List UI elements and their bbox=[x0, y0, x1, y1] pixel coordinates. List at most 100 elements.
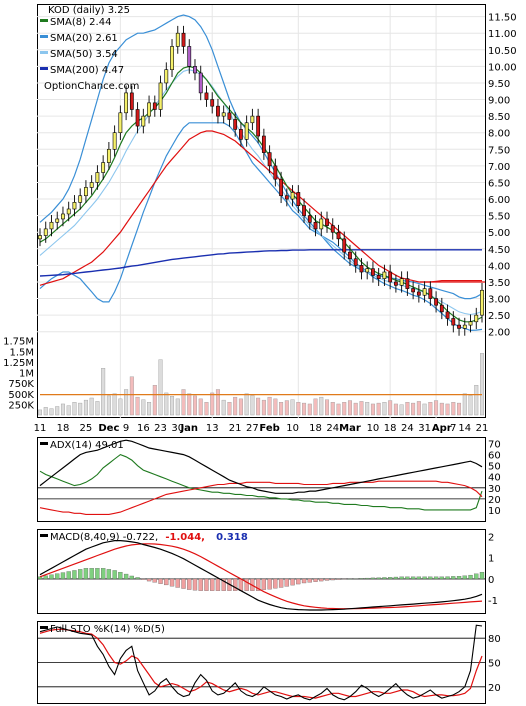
macd-histogram-bar bbox=[169, 578, 175, 587]
candle-body bbox=[319, 218, 324, 230]
volume-bar bbox=[462, 393, 467, 416]
legend-swatch-sma200 bbox=[40, 67, 48, 70]
candle-body bbox=[221, 112, 226, 117]
sma200-line bbox=[39, 249, 482, 277]
volume-bar bbox=[66, 405, 71, 416]
x-tick-label: 18 bbox=[57, 423, 70, 434]
macd-title: MACD(8,40,9) -0.722, -1.044, 0.318 bbox=[50, 532, 248, 543]
volume-bar bbox=[72, 402, 77, 416]
volume-bar bbox=[393, 403, 398, 416]
legend-swatch-sma8 bbox=[40, 19, 48, 22]
candle-body bbox=[239, 129, 243, 140]
adx-tick-label: 60 bbox=[488, 451, 501, 462]
price-tick-label: 7.50 bbox=[488, 145, 510, 156]
macd-histogram-bar bbox=[187, 578, 192, 590]
volume-bar bbox=[457, 402, 462, 416]
price-tick-label: 4.50 bbox=[488, 245, 510, 256]
volume-bar bbox=[147, 402, 152, 416]
macd-histogram-bar bbox=[100, 568, 106, 580]
volume-bar bbox=[49, 408, 54, 416]
volume-tick-label: 250K bbox=[8, 400, 34, 411]
volume-bar bbox=[152, 385, 157, 416]
macd-tick-label: -1 bbox=[488, 596, 498, 607]
macd-histogram-bar bbox=[324, 578, 330, 581]
volume-bar bbox=[112, 393, 117, 416]
macd-value: MACD(8,40,9) -0.722, bbox=[50, 532, 158, 543]
macd-histogram-bar bbox=[129, 575, 134, 580]
macd-histogram-bar bbox=[43, 575, 48, 580]
macd-histogram-bar bbox=[376, 577, 381, 580]
volume-bar bbox=[204, 402, 209, 416]
macd-swatch bbox=[40, 534, 48, 537]
candle-body bbox=[353, 258, 358, 266]
macd-histogram-bar bbox=[238, 578, 244, 591]
macd-line bbox=[39, 540, 483, 611]
macd-histogram-bar bbox=[152, 578, 157, 583]
macd-histogram-bar bbox=[393, 576, 399, 580]
volume-tick-label: 1.25M bbox=[3, 358, 34, 369]
macd-histogram-bar bbox=[83, 568, 89, 580]
candle-body bbox=[359, 265, 364, 273]
macd-tick-label: 0 bbox=[488, 575, 494, 586]
volume-bar bbox=[313, 398, 318, 416]
volume-bar bbox=[325, 399, 330, 416]
candle-body bbox=[480, 289, 484, 316]
x-tick-label: 18 bbox=[309, 423, 322, 434]
x-tick-label: 9 bbox=[123, 423, 129, 434]
candle-body bbox=[141, 115, 146, 127]
volume-bar bbox=[468, 395, 473, 416]
volume-tick-label: 1M bbox=[19, 369, 34, 380]
candle-body bbox=[428, 288, 433, 299]
volume-bar bbox=[296, 402, 301, 416]
price-tick-label: 8.50 bbox=[488, 112, 510, 123]
x-tick-label: Dec bbox=[98, 423, 119, 434]
macd-histogram-bar bbox=[278, 578, 284, 588]
price-tick-label: 11.00 bbox=[488, 29, 517, 40]
volume-bar bbox=[170, 396, 175, 416]
volume-bar bbox=[319, 396, 324, 416]
minus-di-line bbox=[39, 480, 483, 515]
adx-legend: ADX(14) 49.01 bbox=[40, 440, 124, 451]
macd-histogram-bar bbox=[468, 574, 473, 580]
macd-histogram-bar bbox=[399, 576, 404, 580]
legend-swatch-sma20 bbox=[40, 35, 48, 38]
candle-body bbox=[129, 92, 134, 110]
price-tick-label: 6.50 bbox=[488, 178, 510, 189]
x-tick-label: Feb bbox=[259, 423, 279, 434]
volume-bar bbox=[129, 376, 134, 416]
macd-histogram-bar bbox=[451, 576, 456, 580]
volume-tick-label: 500K bbox=[8, 390, 34, 401]
volume-bar bbox=[267, 396, 272, 416]
volume-bar bbox=[353, 402, 358, 416]
price-tick-label: 2.00 bbox=[488, 328, 510, 339]
volume-bar bbox=[221, 399, 226, 416]
volume-bar bbox=[83, 399, 88, 416]
x-tick-label: 24 bbox=[401, 423, 414, 434]
x-tick-label: 24 bbox=[326, 423, 339, 434]
volume-bar bbox=[198, 398, 203, 416]
candle-body bbox=[273, 165, 278, 180]
macd-tick-label: 2 bbox=[488, 532, 494, 543]
candle-body bbox=[204, 92, 209, 100]
candle-body bbox=[170, 46, 174, 70]
candle-body bbox=[43, 228, 48, 236]
candle-body bbox=[290, 192, 295, 200]
macd-histogram-bar bbox=[89, 568, 94, 580]
x-tick-label: 21 bbox=[476, 423, 489, 434]
volume-panel bbox=[38, 353, 485, 416]
volume-bar bbox=[181, 389, 186, 416]
macd-histogram-bar bbox=[336, 578, 341, 580]
volume-bar bbox=[307, 403, 312, 416]
candle-body bbox=[399, 278, 404, 286]
candle-body bbox=[210, 99, 215, 107]
macd-histogram-bar bbox=[284, 578, 289, 587]
volume-bar bbox=[261, 399, 266, 416]
price-tick-label: 8.00 bbox=[488, 129, 510, 140]
candle-body bbox=[302, 205, 306, 216]
candle-body bbox=[78, 195, 83, 203]
macd-histogram-bar bbox=[474, 573, 479, 580]
price-tick-label: 5.00 bbox=[488, 228, 510, 239]
price-tick-label: 2.50 bbox=[488, 311, 510, 322]
volume-bar bbox=[428, 402, 433, 416]
volume-bar bbox=[101, 368, 106, 416]
